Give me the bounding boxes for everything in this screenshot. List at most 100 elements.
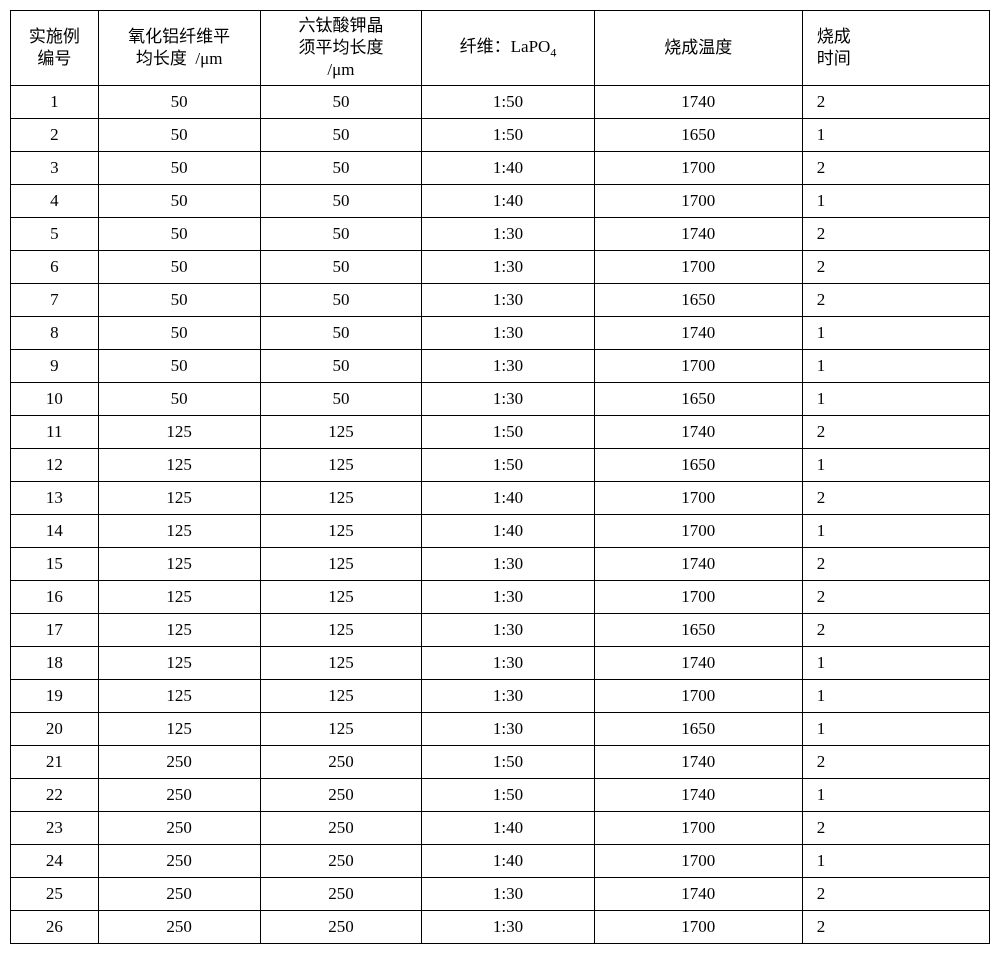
- table-row: 201251251:3016501: [11, 713, 990, 746]
- table-cell: 250: [98, 812, 260, 845]
- table-row: 262502501:3017002: [11, 911, 990, 944]
- table-cell: 14: [11, 515, 99, 548]
- table-cell: 50: [98, 251, 260, 284]
- table-cell: 50: [260, 185, 422, 218]
- table-cell: 1:30: [422, 647, 594, 680]
- table-cell: 2: [802, 218, 989, 251]
- table-row: 242502501:4017001: [11, 845, 990, 878]
- table-cell: 1:50: [422, 119, 594, 152]
- table-cell: 50: [98, 284, 260, 317]
- table-row: 650501:3017002: [11, 251, 990, 284]
- table-cell: 2: [802, 284, 989, 317]
- table-cell: 24: [11, 845, 99, 878]
- table-cell: 2: [11, 119, 99, 152]
- table-cell: 1740: [594, 416, 802, 449]
- col-header-potassium-hexatitanate-whisker-length: 六钛酸钾晶须平均长度/μm: [260, 11, 422, 86]
- table-cell: 125: [98, 449, 260, 482]
- table-cell: 1:50: [422, 449, 594, 482]
- table-row: 550501:3017402: [11, 218, 990, 251]
- table-cell: 50: [260, 383, 422, 416]
- table-cell: 50: [260, 218, 422, 251]
- table-cell: 1:30: [422, 218, 594, 251]
- table-cell: 1:30: [422, 911, 594, 944]
- table-cell: 6: [11, 251, 99, 284]
- table-row: 212502501:5017402: [11, 746, 990, 779]
- table-cell: 125: [260, 515, 422, 548]
- table-cell: 9: [11, 350, 99, 383]
- table-cell: 1740: [594, 548, 802, 581]
- table-cell: 1650: [594, 284, 802, 317]
- table-row: 150501:5017402: [11, 86, 990, 119]
- table-cell: 1: [802, 449, 989, 482]
- table-cell: 125: [98, 680, 260, 713]
- table-cell: 2: [802, 482, 989, 515]
- table-row: 191251251:3017001: [11, 680, 990, 713]
- table-cell: 1:30: [422, 383, 594, 416]
- table-cell: 1700: [594, 185, 802, 218]
- table-cell: 1650: [594, 713, 802, 746]
- table-cell: 1:40: [422, 845, 594, 878]
- table-cell: 1:40: [422, 152, 594, 185]
- data-table: 实施例编号 氧化铝纤维平均长度 /μm 六钛酸钾晶须平均长度/μm 纤维：LaP…: [10, 10, 990, 944]
- table-cell: 50: [260, 317, 422, 350]
- table-row: 232502501:4017002: [11, 812, 990, 845]
- table-row: 151251251:3017402: [11, 548, 990, 581]
- table-cell: 125: [98, 515, 260, 548]
- table-cell: 1700: [594, 152, 802, 185]
- table-cell: 50: [260, 152, 422, 185]
- table-cell: 1:30: [422, 284, 594, 317]
- table-cell: 1740: [594, 746, 802, 779]
- table-cell: 1: [802, 680, 989, 713]
- table-row: 950501:3017001: [11, 350, 990, 383]
- table-cell: 1700: [594, 482, 802, 515]
- table-cell: 1: [802, 119, 989, 152]
- table-cell: 2: [802, 86, 989, 119]
- table-cell: 1700: [594, 251, 802, 284]
- table-cell: 23: [11, 812, 99, 845]
- table-cell: 1700: [594, 812, 802, 845]
- table-cell: 1700: [594, 845, 802, 878]
- table-cell: 5: [11, 218, 99, 251]
- table-cell: 125: [98, 647, 260, 680]
- table-cell: 50: [98, 86, 260, 119]
- table-cell: 125: [260, 581, 422, 614]
- col-header-example-id: 实施例编号: [11, 11, 99, 86]
- table-cell: 50: [260, 350, 422, 383]
- table-cell: 50: [260, 251, 422, 284]
- table-cell: 50: [260, 284, 422, 317]
- table-cell: 1:30: [422, 350, 594, 383]
- table-cell: 1:40: [422, 482, 594, 515]
- table-cell: 2: [802, 548, 989, 581]
- table-cell: 125: [98, 482, 260, 515]
- table-cell: 17: [11, 614, 99, 647]
- table-cell: 10: [11, 383, 99, 416]
- table-cell: 1: [802, 515, 989, 548]
- table-cell: 20: [11, 713, 99, 746]
- table-cell: 1: [802, 779, 989, 812]
- table-cell: 1:40: [422, 812, 594, 845]
- table-cell: 125: [260, 713, 422, 746]
- table-body: 150501:5017402250501:5016501350501:40170…: [11, 86, 990, 944]
- table-cell: 1:30: [422, 581, 594, 614]
- table-cell: 1:50: [422, 86, 594, 119]
- table-cell: 50: [98, 383, 260, 416]
- table-cell: 1:30: [422, 713, 594, 746]
- table-cell: 1740: [594, 86, 802, 119]
- table-cell: 125: [98, 713, 260, 746]
- table-cell: 1: [802, 845, 989, 878]
- table-cell: 2: [802, 581, 989, 614]
- table-cell: 50: [98, 317, 260, 350]
- table-cell: 11: [11, 416, 99, 449]
- table-cell: 4: [11, 185, 99, 218]
- table-cell: 13: [11, 482, 99, 515]
- table-cell: 1700: [594, 680, 802, 713]
- table-cell: 1: [802, 185, 989, 218]
- table-cell: 250: [260, 746, 422, 779]
- table-cell: 250: [98, 746, 260, 779]
- table-cell: 21: [11, 746, 99, 779]
- table-cell: 1740: [594, 779, 802, 812]
- table-cell: 1650: [594, 449, 802, 482]
- table-cell: 50: [98, 185, 260, 218]
- table-cell: 1740: [594, 317, 802, 350]
- table-cell: 22: [11, 779, 99, 812]
